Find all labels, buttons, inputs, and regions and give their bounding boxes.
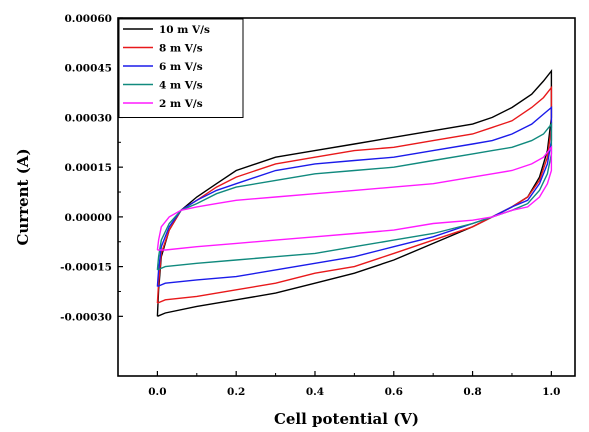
series-line-5 — [156, 145, 553, 251]
y-tick-label: 0.00000 — [65, 212, 113, 224]
legend-box — [118, 18, 244, 118]
y-axis: -0.00030 -0.00015 0.00000 0.00015 0.00030 0.0… — [60, 13, 123, 323]
y-tick-label: 0.00060 — [65, 13, 113, 25]
y-tick-label: -0.00015 — [60, 262, 112, 274]
y-tick-label: 0.00015 — [65, 162, 113, 174]
x-axis: 0.0 0.2 0.4 0.6 0.8 1.0 — [148, 371, 561, 398]
y-tick-label: 0.00030 — [65, 112, 113, 124]
legend-label: 10 m V/s — [159, 24, 210, 36]
series-line-1 — [156, 68, 553, 317]
x-tick-label: 1.0 — [542, 386, 560, 398]
x-tick-label: 0.4 — [306, 386, 324, 398]
y-tick-label: 0.00045 — [65, 63, 113, 75]
legend-label: 6 m V/s — [159, 61, 203, 73]
x-tick-label: 0.2 — [227, 386, 245, 398]
x-tick-label: 0.6 — [385, 386, 403, 398]
y-tick-label: -0.00030 — [60, 311, 112, 323]
series-line-4 — [156, 122, 553, 271]
legend-label: 4 m V/s — [159, 80, 203, 92]
x-tick-label: 0.0 — [148, 386, 166, 398]
x-axis-title: Cell potential (V) — [274, 410, 419, 428]
legend-label: 2 m V/s — [159, 98, 203, 110]
plot-frame — [117, 17, 576, 377]
series-layer — [156, 68, 553, 317]
legend: 10 m V/s 8 m V/s 6 m V/s 4 m V/s 2 m V/s — [118, 18, 244, 118]
series-line-3 — [156, 106, 553, 288]
x-tick-label: 0.8 — [463, 386, 481, 398]
legend-label: 8 m V/s — [159, 43, 203, 55]
y-axis-title: Current (A) — [14, 148, 32, 245]
series-line-2 — [156, 85, 553, 304]
